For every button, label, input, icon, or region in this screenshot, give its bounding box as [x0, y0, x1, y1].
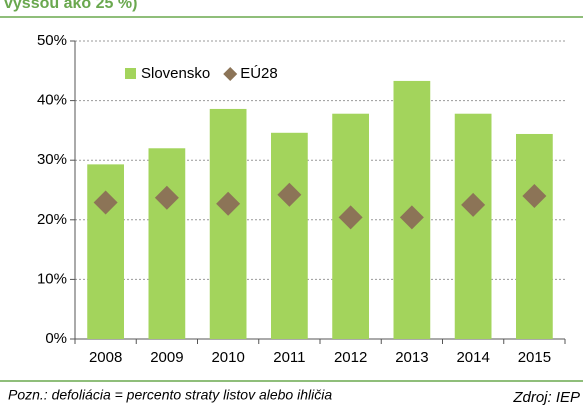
marker	[461, 192, 486, 217]
x-tick-label: 2012	[334, 349, 367, 366]
legend-swatch	[125, 68, 136, 79]
x-tick-label: 2008	[89, 349, 122, 366]
legend-label: Slovensko	[141, 65, 210, 82]
bar	[209, 108, 247, 339]
legend-label: EÚ28	[240, 65, 278, 82]
chart-title: výššou ako 25 %)	[4, 0, 137, 12]
bar	[148, 148, 186, 339]
bar	[516, 133, 553, 339]
marker	[277, 182, 302, 207]
x-tick-label: 2014	[456, 349, 489, 366]
y-tick-label: 50%	[37, 32, 67, 49]
marker	[399, 205, 424, 230]
marker	[154, 185, 179, 210]
legend-swatch	[223, 67, 238, 81]
x-tick-label: 2013	[395, 349, 428, 366]
note: Pozn.: defoliácia = percento straty list…	[8, 387, 332, 403]
y-tick-label: 10%	[37, 270, 67, 287]
x-tick-label: 2011	[273, 349, 305, 366]
source: Zdroj: IEP	[512, 389, 580, 406]
marker	[522, 183, 547, 208]
y-tick-label: 0%	[45, 330, 67, 347]
y-tick-label: 30%	[37, 151, 67, 168]
bar	[454, 113, 492, 339]
x-tick-label: 2010	[211, 349, 244, 366]
x-tick-label: 2009	[150, 349, 183, 366]
marker	[338, 205, 363, 230]
y-tick-label: 20%	[37, 211, 67, 228]
y-tick-label: 40%	[37, 92, 67, 109]
marker	[216, 191, 241, 216]
marker	[93, 190, 118, 215]
x-tick-label: 2015	[518, 349, 551, 366]
bar	[271, 132, 308, 339]
